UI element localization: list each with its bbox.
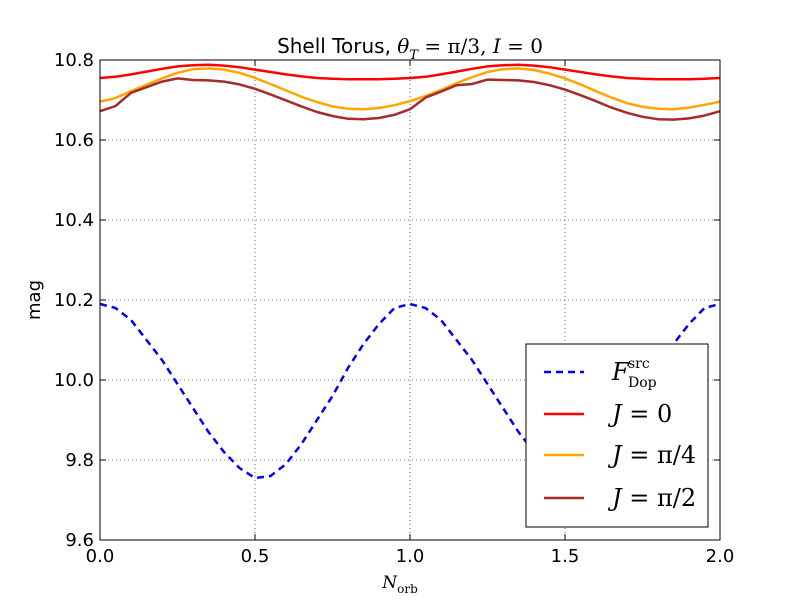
series-line-3 bbox=[99, 77, 721, 121]
x-tick-label: 1.0 bbox=[396, 546, 425, 567]
series-line-1 bbox=[99, 63, 721, 81]
y-axis-label: mag bbox=[24, 280, 45, 320]
title-theta: θ bbox=[397, 34, 409, 58]
y-tick-label: 10.4 bbox=[54, 210, 94, 231]
legend-label-superscript: src bbox=[628, 356, 650, 372]
x-axis-label: Norb bbox=[381, 573, 418, 596]
title-theta-value: = π/3, bbox=[418, 34, 493, 58]
legend-label-3: J = π/2 bbox=[607, 484, 696, 512]
legend-label-value: = 0 bbox=[622, 400, 673, 428]
y-tick-label: 10.2 bbox=[54, 290, 94, 311]
x-tick-label: 2.0 bbox=[706, 546, 735, 567]
y-tick-label: 9.8 bbox=[65, 450, 94, 471]
x-axis-label-base: N bbox=[381, 573, 398, 593]
title-i: I bbox=[492, 34, 502, 58]
legend-label-subscript: Dop bbox=[628, 375, 657, 391]
legend-label-0: Fsrc Dop bbox=[611, 356, 657, 391]
y-tick-label: 10.6 bbox=[54, 130, 94, 151]
series-line-0 bbox=[99, 302, 721, 480]
title-theta-subscript: T bbox=[409, 48, 419, 63]
legend-box bbox=[525, 343, 709, 528]
x-axis-label-subscript: orb bbox=[397, 582, 418, 596]
title-i-value: = 0 bbox=[501, 34, 543, 58]
legend-label-value: = π/2 bbox=[622, 484, 697, 512]
plot-frame bbox=[99, 59, 721, 541]
series-layer bbox=[99, 63, 721, 480]
legend-label-1: J = 0 bbox=[607, 400, 672, 428]
legend: Fsrc Dop J = 0 J = π/4 J = π/2 bbox=[525, 343, 709, 528]
y-tick-label: 9.6 bbox=[65, 530, 94, 551]
x-tick-label: 0.5 bbox=[241, 546, 270, 567]
series-line-2 bbox=[99, 67, 721, 111]
x-tick-label: 0.0 bbox=[86, 546, 115, 567]
title-text: Shell Torus, bbox=[277, 34, 397, 58]
legend-label-value: = π/4 bbox=[622, 441, 697, 469]
legend-label-base: F bbox=[611, 358, 630, 386]
x-tick-label: 1.5 bbox=[551, 546, 580, 567]
legend-label-2: J = π/4 bbox=[607, 441, 696, 469]
y-tick-label: 10.8 bbox=[54, 50, 94, 71]
y-tick-label: 10.0 bbox=[54, 370, 94, 391]
chart-title: Shell Torus, θT = π/3, I = 0 bbox=[277, 34, 543, 63]
